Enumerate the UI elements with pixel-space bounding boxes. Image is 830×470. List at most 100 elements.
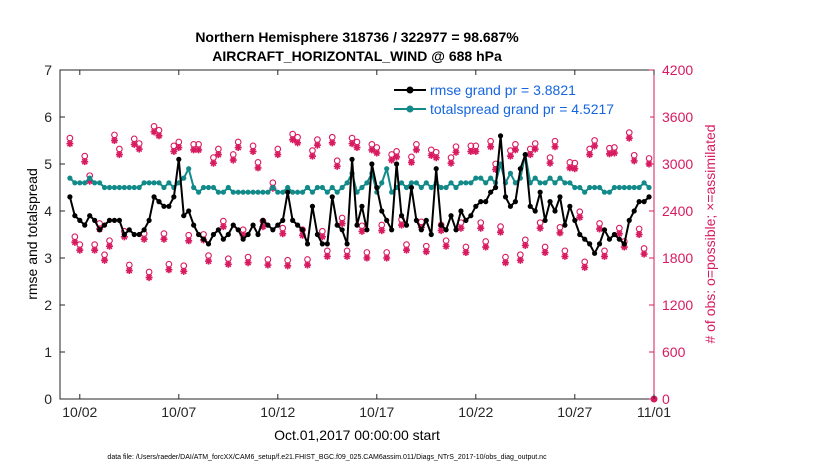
obs-assimilated-point	[264, 261, 272, 269]
totalspread-point	[403, 184, 410, 191]
obs-assimilated-point	[348, 140, 356, 148]
totalspread-point	[587, 184, 593, 191]
rmse-point	[626, 217, 632, 223]
obs-assimilated-point	[308, 152, 316, 160]
rmse-point	[493, 184, 499, 191]
left-axis: 0 1 2 3 4 5 6 7	[44, 62, 65, 407]
obs-assimilated-point	[427, 151, 435, 159]
obs-assimilated-point	[601, 252, 608, 260]
totalspread-point	[443, 184, 449, 191]
rmse-point	[507, 203, 514, 209]
rmse-point	[517, 166, 523, 172]
rmse-point	[87, 213, 93, 219]
totalspread-point	[97, 180, 103, 186]
totalspread-point	[77, 180, 83, 186]
obs-assimilated-point	[407, 158, 415, 166]
totalspread-point	[359, 184, 365, 191]
obs-assimilated-point	[338, 220, 346, 228]
totalspread-point	[413, 180, 419, 186]
rmse-point	[324, 241, 330, 247]
rmse-point	[136, 231, 142, 238]
rmse-point	[290, 217, 296, 223]
rmse-point	[141, 227, 147, 233]
obs-assimilated-point	[378, 227, 386, 235]
obs-assimilated-point	[353, 144, 361, 152]
totalspread-point	[141, 180, 147, 186]
obs-assimilated-point	[313, 141, 321, 149]
rmse-point	[636, 199, 642, 205]
totalspread-point	[240, 189, 246, 195]
obs-assimilated-point	[615, 230, 623, 238]
totalspread-point	[156, 180, 162, 186]
totalspread-point	[483, 180, 489, 186]
obs-assimilated-point	[205, 257, 212, 265]
totalspread-point	[601, 189, 608, 195]
obs-assimilated-point	[467, 147, 475, 155]
totalspread-point	[384, 166, 390, 172]
rmse-point	[596, 241, 603, 247]
rmse-point	[557, 194, 563, 200]
obs-assimilated-point	[363, 254, 371, 262]
totalspread-line	[69, 153, 650, 194]
totalspread-point	[626, 184, 632, 191]
totalspread-point	[542, 180, 548, 186]
rmse-point	[230, 222, 236, 228]
totalspread-point	[512, 180, 519, 186]
plot-area	[59, 69, 655, 400]
obs-assimilated-point	[576, 213, 584, 221]
obs-assimilated-point	[239, 231, 247, 239]
rmse-point	[458, 208, 464, 214]
totalspread-point	[220, 189, 226, 195]
rmse-point	[171, 194, 177, 200]
rmse-point	[582, 236, 588, 242]
rmse-point	[161, 203, 167, 209]
obs-assimilated-point	[358, 227, 366, 235]
obs-assimilated-point	[403, 246, 410, 254]
x-tick-label: 11/01	[637, 404, 671, 420]
obs-assimilated-point	[506, 152, 514, 160]
y-left-tick-label: 4	[44, 203, 52, 219]
y-right-tick-label: 3000	[662, 156, 693, 172]
x-tick-label: 10/22	[458, 404, 493, 420]
totalspread-point	[146, 180, 152, 186]
obs-assimilated-point	[214, 151, 222, 159]
totalspread-point	[151, 180, 157, 186]
rmse-point	[116, 217, 122, 223]
obs-assimilated-point	[110, 137, 118, 144]
rmse-point	[527, 203, 533, 209]
rmse-point	[186, 208, 192, 214]
right-axis: 0 600 1200 1800 2400 3000 3600 4200	[649, 62, 693, 407]
obs-assimilated-point	[299, 231, 307, 239]
totalspread-point	[131, 184, 137, 191]
rmse-point	[552, 208, 558, 214]
totalspread-point	[438, 184, 444, 191]
obs-assimilated-point	[318, 233, 326, 241]
rmse-point	[210, 231, 217, 238]
rmse-point	[408, 184, 415, 191]
totalspread-point	[592, 184, 598, 191]
totalspread-point	[398, 180, 405, 186]
totalspread-point	[636, 184, 642, 191]
rmse-point	[621, 241, 627, 247]
totalspread-point	[67, 175, 73, 181]
totalspread-point	[428, 184, 434, 191]
obs-assimilated-point	[160, 235, 168, 243]
totalspread-point	[200, 184, 207, 191]
obs-assimilated-point	[610, 149, 618, 157]
totalspread-point	[196, 189, 202, 195]
totalspread-point	[82, 180, 88, 186]
y-left-tick-label: 0	[44, 391, 52, 407]
totalspread-point	[275, 189, 281, 195]
rmse-point	[537, 189, 543, 195]
obs-assimilated-point	[289, 136, 297, 144]
rmse-point	[285, 189, 291, 195]
totalspread-point	[106, 184, 113, 191]
obs-assimilated-point	[462, 249, 470, 257]
chart-title-line1: Northern Hemisphere 318736 / 322977 = 98…	[195, 29, 519, 45]
totalspread-point	[101, 184, 108, 191]
totalspread-point	[225, 184, 231, 191]
rmse-point	[448, 213, 454, 219]
rmse-point	[478, 199, 484, 205]
obs-assimilated-point	[516, 256, 524, 264]
rmse-point	[299, 227, 306, 233]
